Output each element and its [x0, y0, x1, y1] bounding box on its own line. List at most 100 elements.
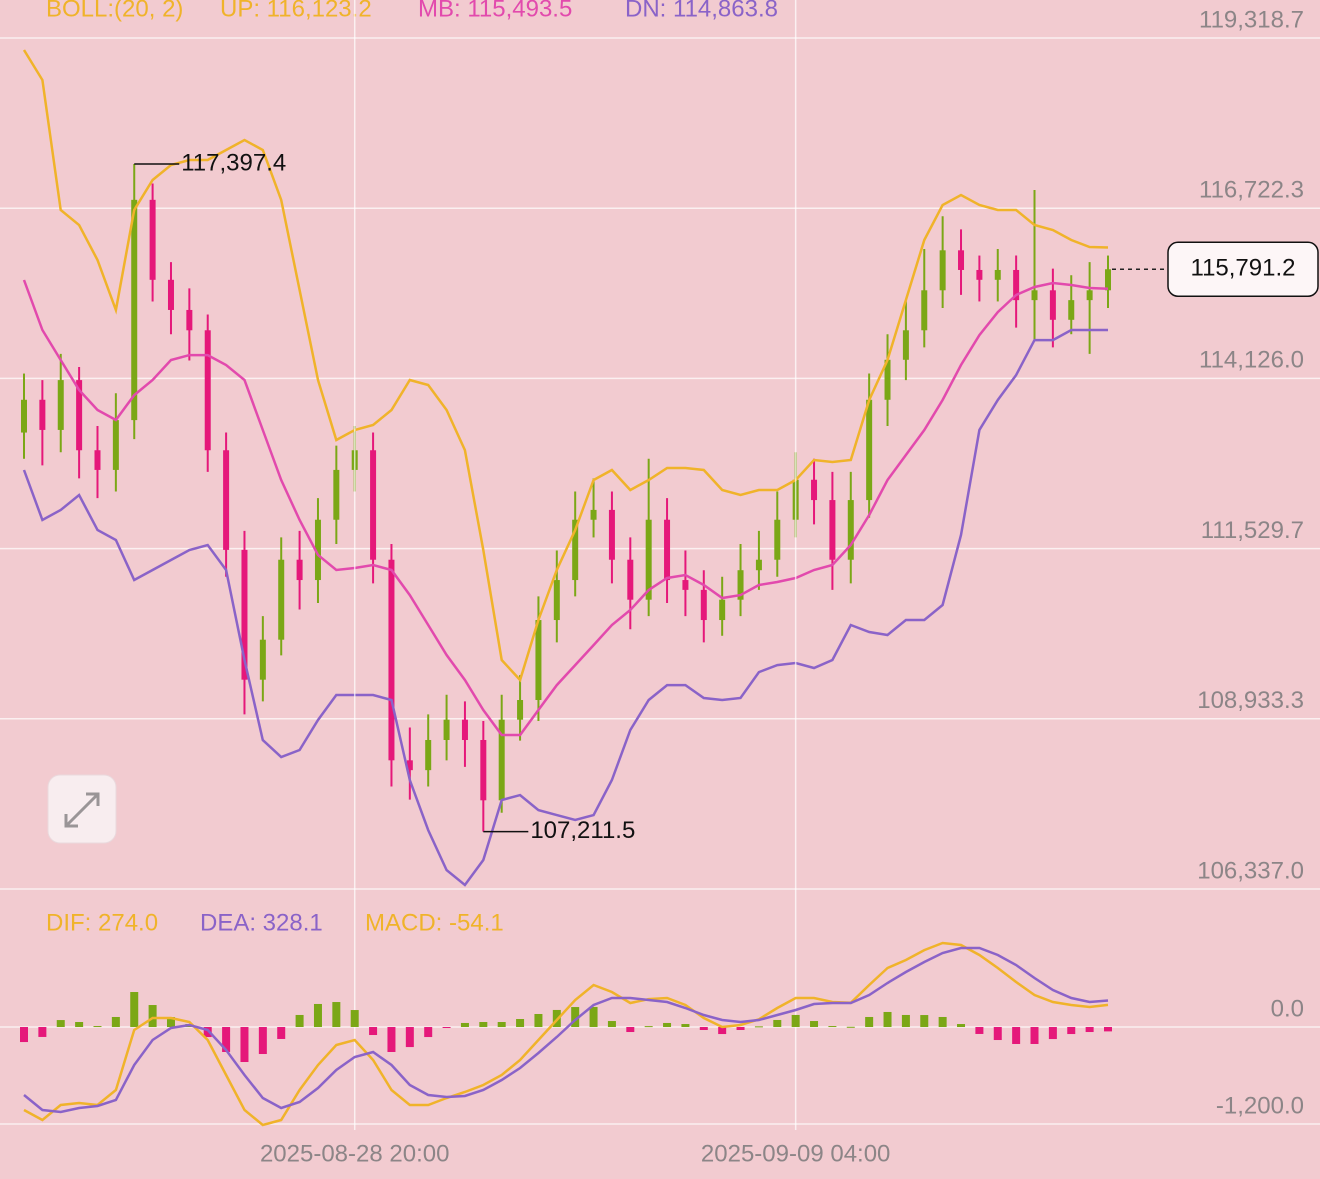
macd-bar	[1048, 1027, 1057, 1040]
macd-bar	[1085, 1027, 1094, 1033]
macd-bar	[957, 1024, 966, 1028]
macd-bar	[387, 1027, 396, 1052]
candle-body	[480, 739, 487, 801]
macd-bar	[589, 1006, 598, 1028]
candle-body	[847, 500, 854, 560]
macd-bar	[56, 1020, 65, 1028]
macd-bar	[754, 1026, 763, 1028]
y-tick-label: 111,529.7	[1201, 517, 1304, 544]
macd-bar	[166, 1017, 175, 1028]
candle-body	[443, 719, 450, 740]
macd-bar	[699, 1027, 708, 1031]
macd-bar	[663, 1022, 672, 1028]
candle-body	[112, 420, 119, 470]
extreme-label: 107,211.5	[530, 817, 635, 844]
legend-entry: MACD: -54.1	[365, 909, 504, 936]
macd-bar	[846, 1026, 855, 1028]
candle-body	[774, 519, 781, 560]
candle-body	[664, 519, 671, 581]
macd-bar	[350, 1010, 359, 1028]
candle-body	[149, 199, 156, 280]
macd-bar	[1030, 1027, 1039, 1044]
legend-entry: UP: 116,123.2	[220, 0, 372, 22]
y-tick-label: 108,933.3	[1197, 687, 1304, 714]
candle-body	[719, 599, 726, 621]
macd-bar	[901, 1014, 910, 1028]
candle-body	[259, 639, 266, 680]
macd-bar	[626, 1027, 635, 1033]
x-tick-label: 2025-08-28 20:00	[260, 1140, 450, 1167]
macd-bar	[20, 1027, 28, 1043]
candle-body	[39, 399, 46, 430]
candle-body	[517, 700, 524, 720]
macd-bar	[460, 1022, 469, 1028]
expand-icon[interactable]	[64, 792, 100, 828]
candle-body	[866, 399, 873, 501]
macd-bar	[148, 1005, 157, 1028]
candle-body	[370, 450, 377, 560]
macd-bar	[369, 1027, 378, 1036]
macd-bar	[1012, 1027, 1021, 1044]
candle-body	[958, 250, 965, 270]
last-price-box	[1167, 241, 1319, 297]
candle-body	[884, 359, 891, 400]
macd-bar	[883, 1011, 892, 1028]
candle-body	[461, 719, 468, 740]
macd-bar	[938, 1016, 947, 1028]
expand-button[interactable]	[47, 774, 117, 844]
candle-body	[902, 330, 909, 360]
candle-body	[406, 760, 413, 771]
candle-body	[737, 570, 744, 600]
macd-bar	[222, 1027, 231, 1052]
candle-body	[278, 559, 285, 640]
macd-bar	[424, 1027, 433, 1038]
candle-body	[186, 309, 193, 331]
y-tick-label: 114,126.0	[1199, 347, 1304, 374]
candle-body	[333, 469, 340, 520]
y-tick-label: -1,200.0	[1216, 1092, 1304, 1119]
macd-bar	[479, 1021, 488, 1028]
macd-bar	[93, 1026, 102, 1028]
macd-bar	[773, 1019, 782, 1028]
candle-body	[572, 519, 579, 581]
macd-bar	[497, 1021, 506, 1028]
candle-body	[1068, 300, 1075, 320]
boll-line	[22, 328, 1108, 887]
candle-body	[976, 269, 983, 280]
legend-entry: DEA: 328.1	[200, 909, 323, 936]
macd-bar	[405, 1027, 414, 1048]
candle-body	[590, 509, 597, 520]
candle-body	[57, 380, 64, 430]
macd-bar	[203, 1027, 212, 1038]
boll-line	[22, 279, 1109, 737]
macd-bar	[1104, 1027, 1112, 1032]
macd-bar	[516, 1019, 525, 1028]
last-price-label: 115,791.2	[1191, 255, 1296, 282]
macd-bar	[791, 1014, 800, 1028]
candle-body	[627, 559, 634, 600]
candle-body	[645, 519, 652, 600]
x-tick-label: 2025-09-09 04:00	[701, 1140, 891, 1167]
candle-body	[1013, 269, 1020, 301]
y-tick-label: 116,722.3	[1199, 177, 1304, 204]
macd-bar	[258, 1027, 267, 1055]
macd-bar	[130, 992, 139, 1028]
macd-bar	[810, 1021, 819, 1028]
macd-bar	[828, 1026, 837, 1028]
macd-bar	[295, 1014, 304, 1028]
candle-body	[700, 589, 707, 621]
candle-body	[167, 279, 174, 310]
candle-body	[94, 450, 101, 470]
macd-bar	[277, 1027, 286, 1039]
candle-body	[608, 509, 615, 560]
y-tick-label: 119,318.7	[1199, 6, 1304, 33]
legend-entry: DIF: 274.0	[46, 909, 158, 936]
macd-bar	[332, 1002, 341, 1028]
y-tick-label: 106,337.0	[1197, 857, 1304, 884]
candle-body	[921, 290, 928, 331]
macd-bar	[38, 1027, 47, 1037]
macd-bar	[111, 1016, 120, 1028]
